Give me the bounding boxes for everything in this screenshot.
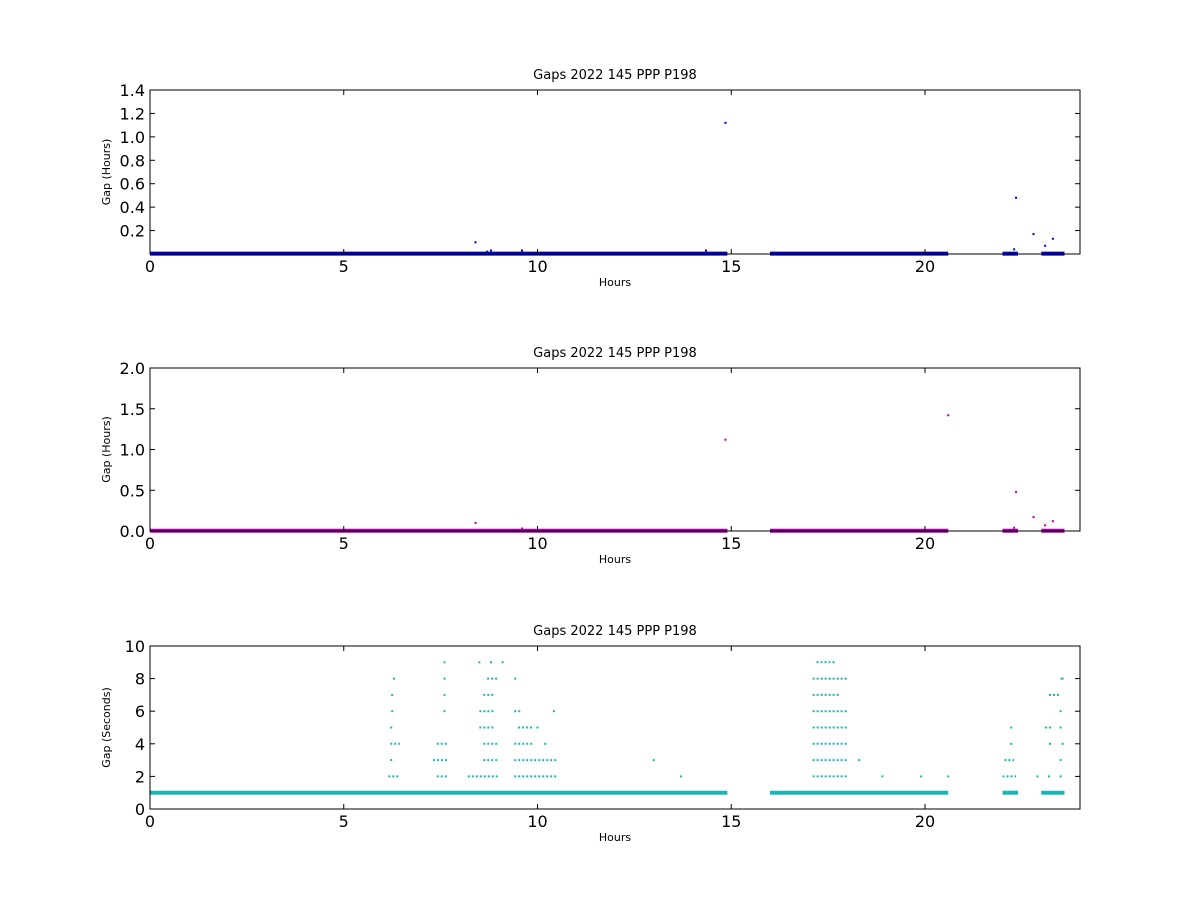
data-point-2 <box>521 527 523 530</box>
x-tick-label: 10 <box>527 534 547 553</box>
y-tick-label: 0.2 <box>120 222 145 241</box>
data-point-9 <box>490 661 492 664</box>
y-tick-label: 2 <box>135 767 145 786</box>
data-point-23 <box>1061 742 1064 745</box>
x-tick-label: 15 <box>721 534 741 553</box>
data-point-22 <box>1059 759 1062 762</box>
x-tick-label: 20 <box>915 534 935 553</box>
data-point-2 <box>486 250 489 253</box>
data-point-17 <box>920 775 923 778</box>
y-tick-label: 1.0 <box>120 128 145 147</box>
data-point-1 <box>393 677 396 680</box>
x-axis-label: Hours <box>599 276 631 289</box>
chart-title: Gaps 2022 145 PPP P198 <box>533 346 697 361</box>
data-point-9 <box>1044 244 1047 247</box>
y-tick-label: 1.4 <box>120 81 145 100</box>
x-axis-label: Hours <box>599 831 631 844</box>
x-tick-label: 10 <box>527 257 547 276</box>
chart-panel-1: Gaps 2022 145 PPP P198 Hours Gap (Hours) 0 5… <box>100 68 1081 289</box>
data-point-21 <box>1059 775 1062 778</box>
x-tick-label: 15 <box>721 812 741 831</box>
data-point-5 <box>443 677 446 680</box>
data-point-9 <box>1013 526 1016 529</box>
data-point-8 <box>1051 520 1054 523</box>
data-point-6 <box>724 121 727 124</box>
data-point-7 <box>443 710 446 713</box>
data-point-3 <box>490 249 492 252</box>
data-point-14 <box>679 775 682 778</box>
data-point-19 <box>1036 775 1039 778</box>
data-point-26 <box>1061 677 1064 680</box>
data-point-8 <box>1032 233 1035 236</box>
y-tick-label: 0.8 <box>120 151 145 170</box>
plot-frame <box>149 89 1081 255</box>
x-tick-label: 0 <box>145 257 155 276</box>
y-tick-label: 0 <box>135 800 145 819</box>
data-point-1 <box>474 521 477 524</box>
data-point-18 <box>947 775 950 778</box>
data-point-7 <box>1015 196 1018 199</box>
data-series <box>150 121 1065 256</box>
data-point-6 <box>443 693 446 696</box>
data-point-7 <box>1044 524 1047 527</box>
x-tick-label: 5 <box>339 534 349 553</box>
data-point-16 <box>881 775 884 778</box>
x-axis-label: Hours <box>599 553 631 566</box>
y-tick-label: 1.5 <box>120 400 145 419</box>
y-tick-label: 8 <box>135 670 145 689</box>
data-point-3 <box>724 438 727 441</box>
data-point-8 <box>478 661 481 664</box>
data-point-5 <box>705 249 708 252</box>
data-point-11 <box>1013 248 1016 251</box>
chart-panel-2: Gaps 2022 145 PPP P198 Hours Gap (Hours) 0 5… <box>100 346 1081 566</box>
x-tick-label: 5 <box>339 812 349 831</box>
y-tick-label: 10 <box>125 637 145 656</box>
y-tick-label: 1.2 <box>120 104 145 123</box>
data-point-20 <box>1048 775 1050 778</box>
data-point-5 <box>1015 490 1018 493</box>
chart-title: Gaps 2022 145 PPP P198 <box>533 624 697 639</box>
y-tick-label: 2.0 <box>120 359 145 378</box>
data-point-10 <box>1051 237 1054 240</box>
data-point-4 <box>947 414 950 417</box>
data-point-4 <box>521 249 523 252</box>
x-tick-label: 15 <box>721 257 741 276</box>
chart-panel-3: Gaps 2022 145 PPP P198 Hours Gap (Seconds)… <box>100 624 1081 844</box>
x-tick-label: 20 <box>915 812 935 831</box>
data-point-11 <box>536 726 539 729</box>
data-point-24 <box>1059 726 1062 729</box>
data-point-13 <box>652 759 655 762</box>
x-tick-label: 5 <box>339 257 349 276</box>
x-tick-label: 20 <box>915 257 935 276</box>
y-tick-label: 4 <box>135 735 145 754</box>
data-point-10 <box>501 661 504 664</box>
data-point-1 <box>474 241 477 244</box>
y-tick-label: 0.6 <box>120 175 145 194</box>
y-axis-label: Gap (Hours) <box>100 416 113 483</box>
x-tick-label: 0 <box>145 534 155 553</box>
data-series <box>150 661 1065 795</box>
y-tick-label: 6 <box>135 702 145 721</box>
data-series <box>150 414 1065 533</box>
x-tick-label: 0 <box>145 812 155 831</box>
data-point-2 <box>391 693 394 696</box>
y-axis-label: Gap (Hours) <box>100 139 113 206</box>
plot-frame <box>149 645 1081 810</box>
y-axis-label: Gap (Seconds) <box>100 687 113 768</box>
y-tick-label: 0.5 <box>120 481 145 500</box>
chart-title: Gaps 2022 145 PPP P198 <box>533 68 697 83</box>
data-point-4 <box>443 661 446 664</box>
data-point-15 <box>858 759 861 762</box>
y-tick-label: 1.0 <box>120 441 145 460</box>
y-tick-label: 0.4 <box>120 198 145 217</box>
data-point-25 <box>1059 710 1062 713</box>
data-point-12 <box>544 742 547 745</box>
data-point-6 <box>1032 516 1035 519</box>
y-tick-label: 0.0 <box>120 522 145 541</box>
x-tick-label: 10 <box>527 812 547 831</box>
plot-frame <box>149 367 1081 532</box>
data-point-3 <box>391 710 394 713</box>
